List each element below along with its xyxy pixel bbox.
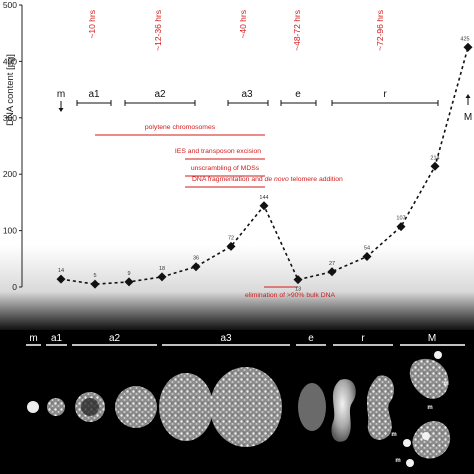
data-point [90,279,100,289]
micrograph-stage-label: a2 [109,333,121,344]
time-label: ~40 hrs [238,10,248,39]
stage-label: a3 [241,89,253,100]
micronucleus [434,351,442,359]
y-tick-label: 0 [12,282,17,292]
micrograph-stage-label: a1 [51,333,63,344]
process-label: IES and transposon excision [175,148,261,155]
cell-image [81,398,99,416]
cell-image [331,379,356,442]
micrograph-cells: m m m m [27,351,451,467]
micrograph-stage-label: M [428,333,436,344]
stage-label: M [464,112,472,123]
cell-image [27,401,39,413]
process-label: DNA fragmentation and de novo telomere a… [192,176,343,183]
cell-image [367,375,394,440]
axes: 0 100 200 300 400 500 [3,0,23,292]
time-label: ~12-36 hrs [153,10,163,51]
data-label: 107 [396,216,405,222]
cell-image [115,386,157,428]
process-annotations: polytene chromosomes IES and transposon e… [95,124,343,299]
micronucleus-label: m [443,381,448,387]
time-label: ~48-72 hrs [292,10,302,51]
arrow-up-icon [465,94,471,98]
micronucleus [422,432,430,440]
y-tick-label: 500 [3,0,17,10]
cell-image [409,358,449,399]
cell-image [298,383,326,431]
data-point [293,275,303,285]
data-point [56,274,66,284]
data-label: 9 [127,271,130,277]
cell-image [210,367,282,447]
data-point [430,161,440,171]
data-label: 72 [228,235,234,241]
time-labels: ~10 hrs ~12-36 hrs ~40 hrs ~48-72 hrs ~72-96… [87,10,385,51]
data-label: 425 [460,36,469,42]
data-point [226,241,236,251]
cell-image [47,398,65,416]
stage-label: a2 [154,89,166,100]
data-label: 13 [295,287,301,293]
y-tick-label: 300 [3,113,17,123]
stage-bracket-row: m a1 a2 a3 e r M [57,89,472,123]
micronucleus [403,439,411,447]
y-tick-label: 200 [3,169,17,179]
process-label: elimination of >90% bulk DNA [245,292,336,299]
micrograph-stage-label: a3 [220,333,232,344]
time-label: ~10 hrs [87,10,97,39]
micrograph-stage-label: r [361,333,365,344]
data-label: 5 [93,273,96,279]
data-label: 54 [364,246,370,252]
cell-image [412,421,451,459]
plot-fade-background [0,245,474,330]
micrograph-stage-label: e [308,333,314,344]
data-label: 214 [430,155,439,161]
micronucleus-label: m [391,432,396,438]
stage-label: r [383,89,387,100]
data-label: 14 [58,268,64,274]
y-tick-label: 100 [3,226,17,236]
data-label: 36 [193,256,199,262]
data-point [362,252,372,262]
micronucleus [406,459,414,467]
data-label: 144 [259,195,268,201]
data-point [157,272,167,282]
time-label: ~72-96 hrs [375,10,385,51]
data-label: 27 [329,261,335,267]
data-points: 14 5 9 18 36 72 144 13 27 54 107 214 425 [56,36,473,293]
cell-image [159,373,213,441]
y-tick-label: 400 [3,56,17,66]
micrograph-stage-row: m a1 a2 a3 e r M [26,333,465,346]
y-axis-label: DNA content [pg] [5,54,16,126]
stage-label: m [57,89,65,100]
process-label: unscrambling of MDSs [191,165,260,172]
data-point [463,42,473,52]
data-point [259,201,269,211]
data-point [396,222,406,232]
micrograph-stage-label: m [29,333,37,344]
stage-label: a1 [88,89,100,100]
process-label: polytene chromosomes [145,124,216,131]
stage-label: e [295,89,301,100]
data-label: 18 [159,266,165,272]
data-point [191,262,201,272]
data-point [124,277,134,287]
data-point [327,267,337,277]
arrow-down-icon [58,108,64,112]
micronucleus-label: m [427,405,432,411]
micronucleus-label: m [395,458,400,464]
